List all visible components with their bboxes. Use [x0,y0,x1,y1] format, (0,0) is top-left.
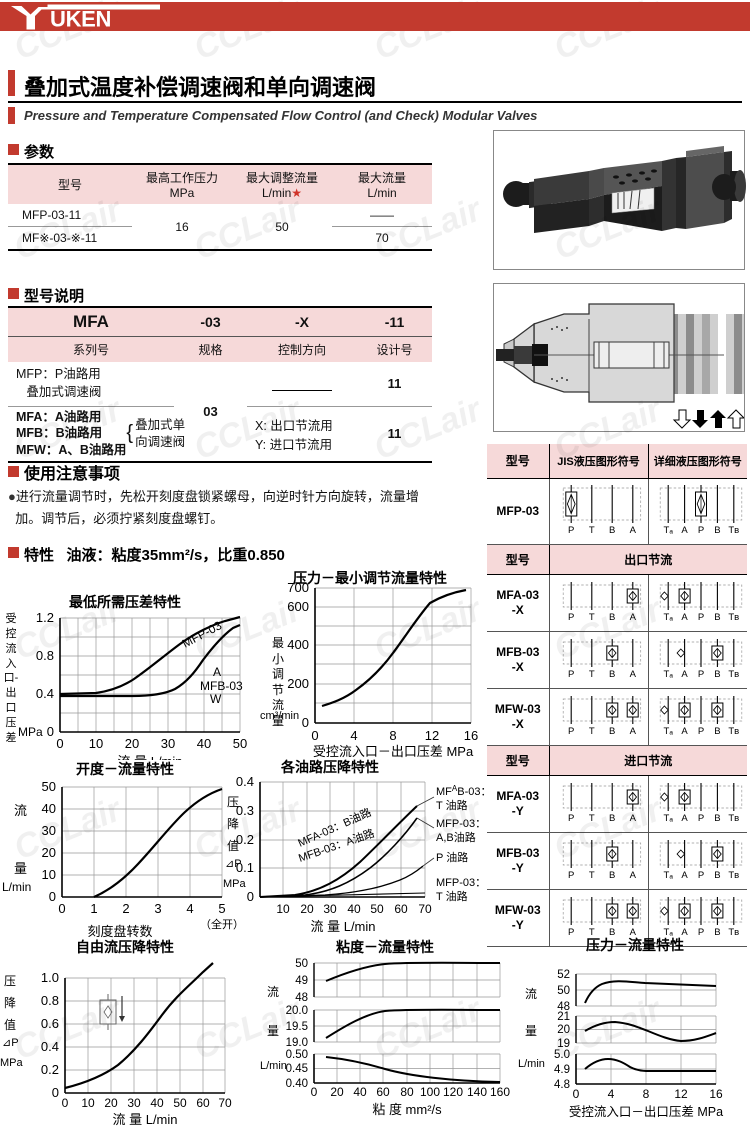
svg-text:4.8: 4.8 [554,1079,570,1091]
svg-text:12: 12 [674,1087,688,1101]
svg-text:4: 4 [608,1087,615,1101]
svg-text:16: 16 [709,1087,723,1101]
svg-text:50: 50 [557,985,570,997]
svg-text:20: 20 [557,1024,570,1036]
svg-text:UKEN: UKEN [50,7,111,32]
svg-text:受控流入口－出口压差 MPa: 受控流入口－出口压差 MPa [569,1105,723,1119]
svg-text:21: 21 [557,1011,570,1023]
svg-text:52: 52 [557,969,570,981]
svg-text:8: 8 [643,1087,650,1101]
svg-text:0: 0 [573,1087,580,1101]
svg-text:4.9: 4.9 [554,1064,570,1076]
svg-text:5.0: 5.0 [554,1049,570,1061]
